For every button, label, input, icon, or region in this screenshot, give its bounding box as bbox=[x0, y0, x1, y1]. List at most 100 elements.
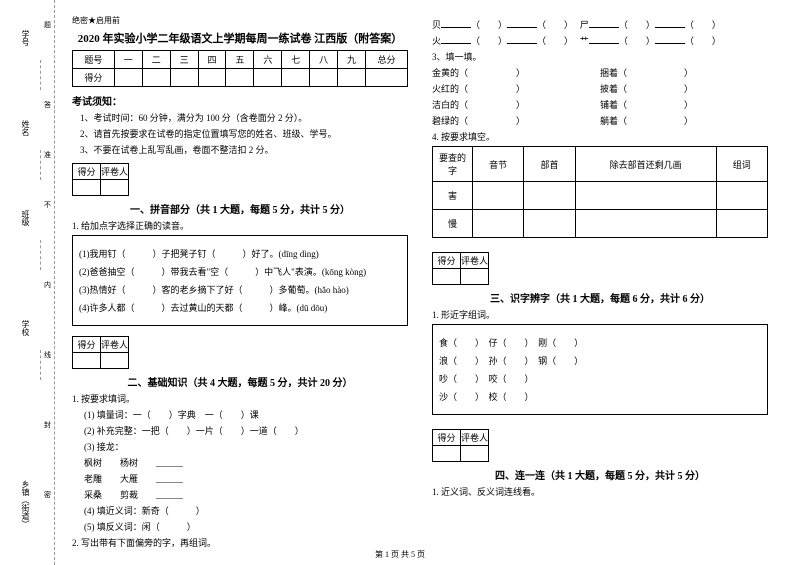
sub-item: (5) 填反义词：闲（ ） bbox=[84, 520, 408, 533]
grader-label: 评卷人 bbox=[461, 253, 489, 269]
td bbox=[524, 182, 575, 210]
fill-left: 金黄的（ bbox=[432, 66, 516, 79]
exam-title: 2020 年实验小学二年级语文上学期每周一练试卷 江西版（附答案） bbox=[72, 30, 408, 46]
td bbox=[716, 210, 767, 238]
pinyin-line: (4)许多人都（ ）去过黄山的天都（ ）峰。(dū dōu) bbox=[79, 301, 401, 314]
grader-label: 评卷人 bbox=[461, 430, 489, 446]
word: 沙（ ） bbox=[439, 392, 480, 402]
question-box: (1)我用钉（ ）子把凳子钉（ ）好了。(dīng dìng) (2)爸爸抽空（… bbox=[72, 235, 408, 326]
td bbox=[254, 69, 282, 87]
fill-left: 火红的（ bbox=[432, 82, 516, 95]
grader-box: 得分评卷人 bbox=[432, 429, 489, 462]
score-label: 得分 bbox=[433, 430, 461, 446]
score-label: 得分 bbox=[73, 337, 101, 353]
grader-label: 评卷人 bbox=[101, 337, 129, 353]
question-text: 1. 近义词、反义词连线看。 bbox=[432, 485, 768, 498]
instruction-item: 1、考试时间：60 分钟，满分为 100 分（含卷面分 2 分）。 bbox=[80, 111, 408, 124]
fill-right: 披着（ bbox=[600, 82, 684, 95]
seal-char: 题 bbox=[44, 20, 51, 30]
gutter-label: 乡镇（街道） bbox=[20, 480, 31, 528]
th: 七 bbox=[282, 51, 310, 69]
sub-item: 老雕 大雁 ______ bbox=[84, 472, 408, 485]
word-row: 沙（ ） 校（ ） bbox=[439, 390, 761, 403]
gutter-dash bbox=[40, 240, 41, 270]
td bbox=[226, 69, 254, 87]
word: 浪（ ） bbox=[439, 356, 480, 366]
fill-row: 碧绿的（）躺着（） bbox=[432, 114, 768, 127]
fill-right: 铺着（ bbox=[600, 98, 684, 111]
seal-char: 内 bbox=[44, 280, 51, 290]
char-cell: 慢 bbox=[433, 210, 473, 238]
th: 六 bbox=[254, 51, 282, 69]
blank-cell bbox=[461, 269, 489, 285]
gutter-label: 班级 bbox=[20, 210, 31, 226]
blank bbox=[589, 43, 619, 44]
td bbox=[198, 69, 226, 87]
blank-cell bbox=[433, 269, 461, 285]
td bbox=[282, 69, 310, 87]
blank-cell bbox=[73, 180, 101, 196]
pinyin-line: (3)热情好（ ）客的老乡摘下了好（ ）多葡萄。(hǎo hào) bbox=[79, 283, 401, 296]
sub-item: (1) 填量词：一（ ）字典 一（ ）课 bbox=[84, 408, 408, 421]
th: 四 bbox=[198, 51, 226, 69]
th: 二 bbox=[142, 51, 170, 69]
seal-char: 密 bbox=[44, 490, 51, 500]
td bbox=[716, 182, 767, 210]
word-row: 浪（ ） 孙（ ） 钢（ ） bbox=[439, 354, 761, 367]
seal-char: 线 bbox=[44, 350, 51, 360]
word-row: 食（ ） 仔（ ） 刚（ ） bbox=[439, 336, 761, 349]
word: 吵（ ） bbox=[439, 374, 480, 384]
fill-row: 洁白的（）铺着（） bbox=[432, 98, 768, 111]
th: 除去部首还剩几画 bbox=[575, 147, 716, 182]
lookup-table: 要查的字 音节 部首 除去部首还剩几画 组词 害 慢 bbox=[432, 146, 768, 238]
td bbox=[473, 210, 524, 238]
seal-char: 封 bbox=[44, 420, 51, 430]
gutter-dash bbox=[40, 150, 41, 180]
fill-left: 洁白的（ bbox=[432, 98, 516, 111]
question-box: 食（ ） 仔（ ） 刚（ ） 浪（ ） 孙（ ） 钢（ ） 吵（ ） 咬（ ） … bbox=[432, 324, 768, 415]
td bbox=[473, 182, 524, 210]
th: 八 bbox=[310, 51, 338, 69]
char-cell: 害 bbox=[433, 182, 473, 210]
th: 九 bbox=[338, 51, 366, 69]
confidential-label: 绝密★启用前 bbox=[72, 15, 408, 26]
question-text: 1. 形近字组词。 bbox=[432, 308, 768, 321]
blank bbox=[589, 27, 619, 28]
th: 题号 bbox=[73, 51, 115, 69]
question-text: 2. 写出带有下面偏旁的字，再组词。 bbox=[72, 536, 408, 549]
th: 总分 bbox=[366, 51, 408, 69]
sub-item: (4) 填近义词：新奇（ ） bbox=[84, 504, 408, 517]
td bbox=[575, 182, 716, 210]
radical-line: 火（ ）（ ） 艹（ ）（ ） bbox=[432, 34, 768, 47]
page-container: 绝密★启用前 2020 年实验小学二年级语文上学期每周一练试卷 江西版（附答案）… bbox=[0, 0, 800, 565]
blank-cell bbox=[73, 353, 101, 369]
section-4-title: 四、连一连（共 1 大题，每题 5 分，共计 5 分） bbox=[432, 467, 768, 482]
blank bbox=[507, 27, 537, 28]
page-footer: 第 1 页 共 5 页 bbox=[0, 549, 800, 560]
left-column: 绝密★启用前 2020 年实验小学二年级语文上学期每周一练试卷 江西版（附答案）… bbox=[60, 15, 420, 550]
section-1-title: 一、拼音部分（共 1 大题，每题 5 分，共计 5 分） bbox=[72, 201, 408, 216]
td bbox=[170, 69, 198, 87]
gutter-label: 姓名 bbox=[20, 120, 31, 136]
word: 孙（ ） bbox=[489, 356, 530, 366]
score-label: 得分 bbox=[433, 253, 461, 269]
th: 五 bbox=[226, 51, 254, 69]
blank-cell bbox=[101, 180, 129, 196]
td bbox=[338, 69, 366, 87]
td bbox=[310, 69, 338, 87]
sub-item: 采桑 剪裁 ______ bbox=[84, 488, 408, 501]
th: 部首 bbox=[524, 147, 575, 182]
seal-char: 答 bbox=[44, 100, 51, 110]
binding-gutter: 学号 姓名 班级 学校 乡镇（街道） 题 答 准 不 内 线 封 密 bbox=[0, 0, 55, 565]
th: 三 bbox=[170, 51, 198, 69]
score-summary-table: 题号 一 二 三 四 五 六 七 八 九 总分 得分 bbox=[72, 50, 408, 87]
td bbox=[524, 210, 575, 238]
sub-item: (2) 补充完整：一把（ ）一片（ ）一道（ ） bbox=[84, 424, 408, 437]
th: 一 bbox=[114, 51, 142, 69]
blank bbox=[655, 27, 685, 28]
blank bbox=[507, 43, 537, 44]
word: 刚（ ） bbox=[538, 338, 583, 348]
seal-char: 准 bbox=[44, 150, 51, 160]
grader-box: 得分评卷人 bbox=[72, 163, 129, 196]
gutter-dash bbox=[40, 350, 41, 380]
